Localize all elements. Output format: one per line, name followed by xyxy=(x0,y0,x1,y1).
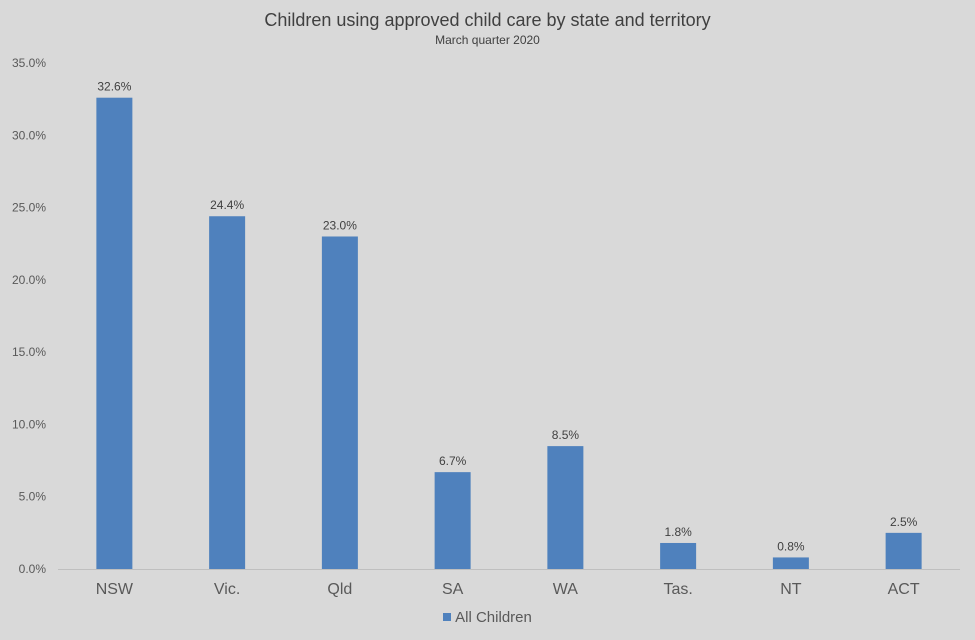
data-label: 23.0% xyxy=(323,218,357,232)
bar xyxy=(209,216,246,569)
y-tick-label: 25.0% xyxy=(12,201,46,215)
y-tick-label: 20.0% xyxy=(12,273,46,287)
data-label: 24.4% xyxy=(210,198,244,212)
chart-subtitle: March quarter 2020 xyxy=(435,33,540,47)
data-label: 6.7% xyxy=(439,454,467,468)
x-tick-label: Vic. xyxy=(214,581,240,598)
x-axis: NSW Vic. Qld SA WA Tas. NT ACT xyxy=(58,569,960,598)
bar xyxy=(547,446,584,569)
y-axis: 0.0% 5.0% 10.0% 15.0% 20.0% 25.0% 30.0% 35.0% xyxy=(12,56,46,576)
y-tick-label: 35.0% xyxy=(12,56,46,70)
bar xyxy=(321,236,358,569)
bar xyxy=(434,472,471,569)
legend-label: All Children xyxy=(455,609,532,626)
data-label: 0.8% xyxy=(777,539,805,553)
x-tick-label: Tas. xyxy=(663,581,692,598)
data-label: 2.5% xyxy=(890,515,918,529)
x-tick-label: NSW xyxy=(96,581,134,598)
y-tick-label: 10.0% xyxy=(12,417,46,431)
y-tick-label: 0.0% xyxy=(19,562,47,576)
bar xyxy=(96,97,133,569)
y-tick-label: 30.0% xyxy=(12,128,46,142)
bar xyxy=(660,542,697,569)
x-tick-label: NT xyxy=(780,581,802,598)
y-tick-label: 15.0% xyxy=(12,345,46,359)
legend: All Children xyxy=(0,609,975,626)
bar xyxy=(772,557,809,569)
x-tick-label: Qld xyxy=(327,581,352,598)
chart-title: Children using approved child care by st… xyxy=(264,10,711,30)
data-label: 8.5% xyxy=(552,428,580,442)
data-label: 1.8% xyxy=(664,525,692,539)
bars xyxy=(96,97,922,569)
data-labels: 32.6% 24.4% 23.0% 6.7% 8.5% 1.8% 0.8% 2.5% xyxy=(97,80,917,554)
x-tick-label: WA xyxy=(553,581,579,598)
legend-swatch xyxy=(443,613,452,622)
bar xyxy=(885,532,922,569)
data-label: 32.6% xyxy=(97,80,131,94)
y-tick-label: 5.0% xyxy=(19,490,47,504)
x-tick-label: SA xyxy=(442,581,464,598)
x-tick-label: ACT xyxy=(888,581,920,598)
